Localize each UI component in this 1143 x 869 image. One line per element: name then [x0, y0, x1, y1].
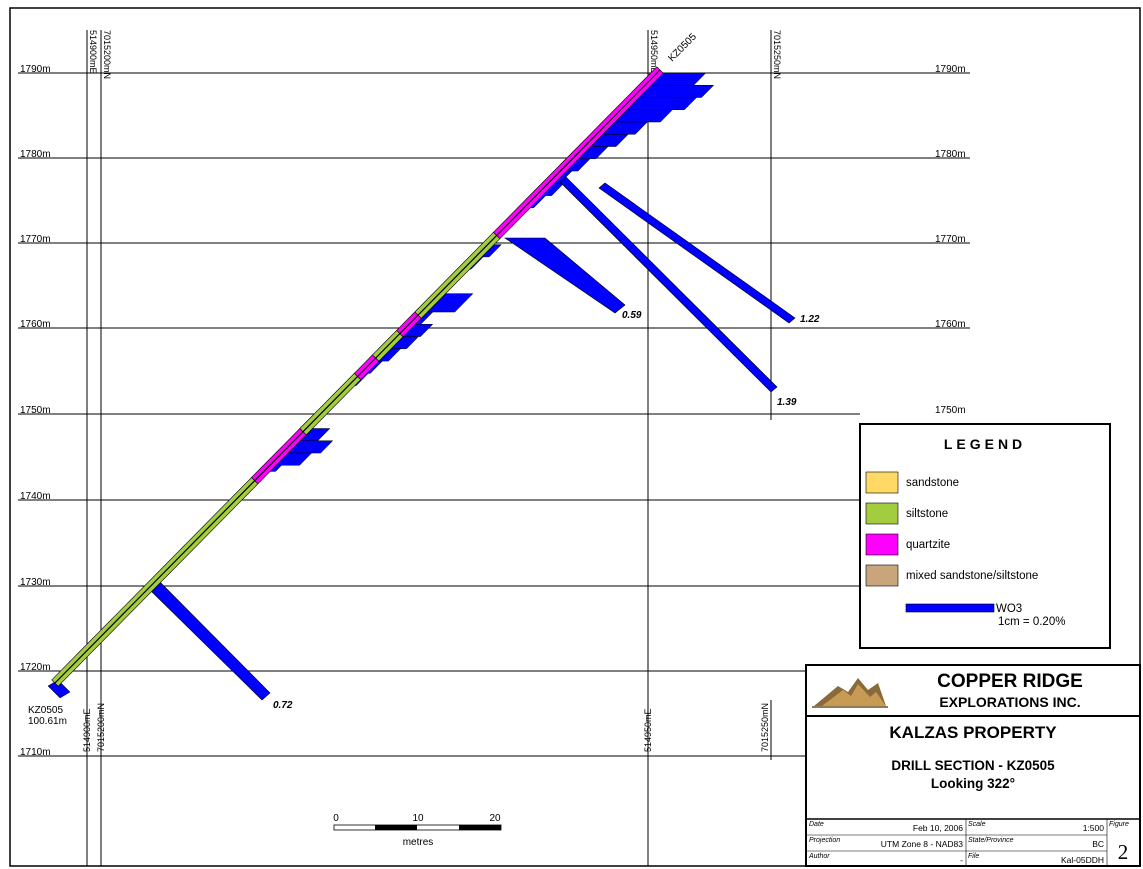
- file-label: File: [968, 853, 979, 860]
- section-title: DRILL SECTION - KZ0505: [891, 758, 1055, 773]
- wo3-intercept-bar: [504, 237, 626, 314]
- scale-value: 1:500: [1083, 823, 1105, 833]
- projection-value: UTM Zone 8 - NAD83: [881, 839, 963, 849]
- state-value: BC: [1092, 839, 1104, 849]
- elevation-label-left: 1720m: [20, 662, 51, 673]
- wo3-intercept-bar: [559, 176, 778, 393]
- scale-unit-label: metres: [403, 837, 434, 848]
- elevation-label-left: 1710m: [20, 747, 51, 758]
- drill-hole-centerline: [54, 69, 661, 684]
- elevation-line-1790: 1790m 1790m: [18, 64, 970, 75]
- easting-label-bottom: 514950mE: [643, 708, 653, 752]
- northing-label-bottom: 7015200mN: [96, 703, 106, 752]
- company-name: COPPER RIDGE: [937, 671, 1083, 692]
- property-name: KALZAS PROPERTY: [889, 723, 1057, 742]
- legend-wo3-swatch: [905, 603, 995, 613]
- scale-label: Scale: [968, 821, 986, 828]
- title-block: COPPER RIDGE EXPLORATIONS INC. KALZAS PR…: [805, 664, 1141, 867]
- easting-label-bottom: 514900mE: [82, 708, 92, 752]
- elevation-label-right: 1760m: [935, 319, 966, 330]
- map-frame: [9, 7, 1141, 867]
- elevation-label-left: 1790m: [20, 64, 51, 75]
- elevation-label-left: 1730m: [20, 577, 51, 588]
- legend-wo3-scale: 1cm = 0.20%: [998, 616, 1065, 628]
- elevation-line-1710: 1710m: [18, 747, 806, 758]
- author-label: Author: [808, 853, 830, 860]
- wo3-long-intercepts: [149, 176, 796, 701]
- elevation-label-left: 1770m: [20, 234, 51, 245]
- intercept-value-label: 1.22: [800, 314, 820, 325]
- scale-tick-label: 0: [333, 813, 339, 824]
- legend-item-quartzite: quartzite: [865, 533, 950, 556]
- figure-number: 2: [1118, 840, 1129, 864]
- author-value: -: [960, 855, 963, 865]
- elevation-line-1740: 1740m: [18, 491, 860, 502]
- legend-label: mixed sandstone/siltstone: [906, 570, 1038, 582]
- elevation-line-1760: 1760m 1760m: [18, 319, 970, 330]
- legend-swatch: [865, 564, 899, 587]
- coordinate-grid: 514900mE 7015200mN 514950mE 7015250mN 51…: [82, 30, 782, 866]
- company-logo: [812, 678, 888, 708]
- intercept-value-label: 0.72: [273, 700, 293, 711]
- wo3-assay-bars: [47, 72, 715, 699]
- scale-bar: 0 10 20 metres: [333, 813, 502, 848]
- intercept-value-label: 1.39: [777, 397, 797, 408]
- elevation-label-left: 1740m: [20, 491, 51, 502]
- collar-label: KZ0505: [666, 31, 699, 64]
- legend-swatch: [865, 533, 899, 556]
- northing-label-top: 7015200mN: [102, 30, 112, 79]
- legend: LEGEND sandstone siltstone quartzite mix…: [859, 423, 1111, 649]
- legend-swatch: [865, 502, 899, 525]
- legend-label: sandstone: [906, 477, 959, 489]
- legend-label: siltstone: [906, 508, 948, 520]
- northing-label-bottom: 7015250mN: [760, 703, 770, 752]
- elevation-line-1720: 1720m: [18, 662, 806, 673]
- elevation-label-left: 1760m: [20, 319, 51, 330]
- date-label: Date: [809, 821, 824, 828]
- elevation-label-left: 1780m: [20, 149, 51, 160]
- company-name-line2: EXPLORATIONS INC.: [939, 694, 1080, 710]
- hole-end-depth: 100.61m: [28, 716, 67, 727]
- legend-title: LEGEND: [944, 436, 1026, 452]
- elevation-label-right: 1770m: [935, 234, 966, 245]
- wo3-intercept-bar: [598, 182, 796, 324]
- section-direction: Looking 322°: [931, 776, 1015, 791]
- file-value: Kal-05DDH: [1061, 855, 1104, 865]
- legend-item-siltstone: siltstone: [865, 502, 948, 525]
- easting-label-top: 514900mE: [88, 30, 98, 74]
- intercept-value-label: 0.59: [622, 310, 642, 321]
- elevation-label-left: 1750m: [20, 405, 51, 416]
- legend-label: quartzite: [906, 539, 950, 551]
- projection-label: Projection: [809, 837, 840, 844]
- elevation-label-right: 1780m: [935, 149, 966, 160]
- elevation-grid: 1790m 1790m 1780m 1780m 1770m 1770m 1760…: [18, 64, 970, 758]
- legend-wo3-label: WO3: [996, 603, 1022, 615]
- legend-item-mixed: mixed sandstone/siltstone: [865, 564, 1038, 587]
- easting-label-top: 514950mE: [649, 30, 659, 74]
- figure-label: Figure: [1109, 821, 1129, 828]
- state-label: State/Province: [968, 837, 1014, 844]
- drill-hole-trace: [51, 66, 664, 687]
- northing-label-top: 7015250mN: [772, 30, 782, 79]
- hole-end-label: KZ0505: [28, 705, 63, 716]
- date-value: Feb 10, 2006: [913, 823, 963, 833]
- scale-tick-label: 20: [489, 813, 501, 824]
- legend-item-sandstone: sandstone: [865, 471, 959, 494]
- elevation-line-1780: 1780m 1780m: [18, 149, 970, 160]
- elevation-label-right: 1790m: [935, 64, 966, 75]
- wo3-intercept-bar: [149, 581, 271, 701]
- scale-tick-label: 10: [412, 813, 424, 824]
- legend-item-wo3: WO3 1cm = 0.20%: [905, 603, 1065, 628]
- elevation-label-right: 1750m: [935, 405, 966, 416]
- legend-swatch: [865, 471, 899, 494]
- elevation-line-1750: 1750m 1750m: [18, 405, 966, 416]
